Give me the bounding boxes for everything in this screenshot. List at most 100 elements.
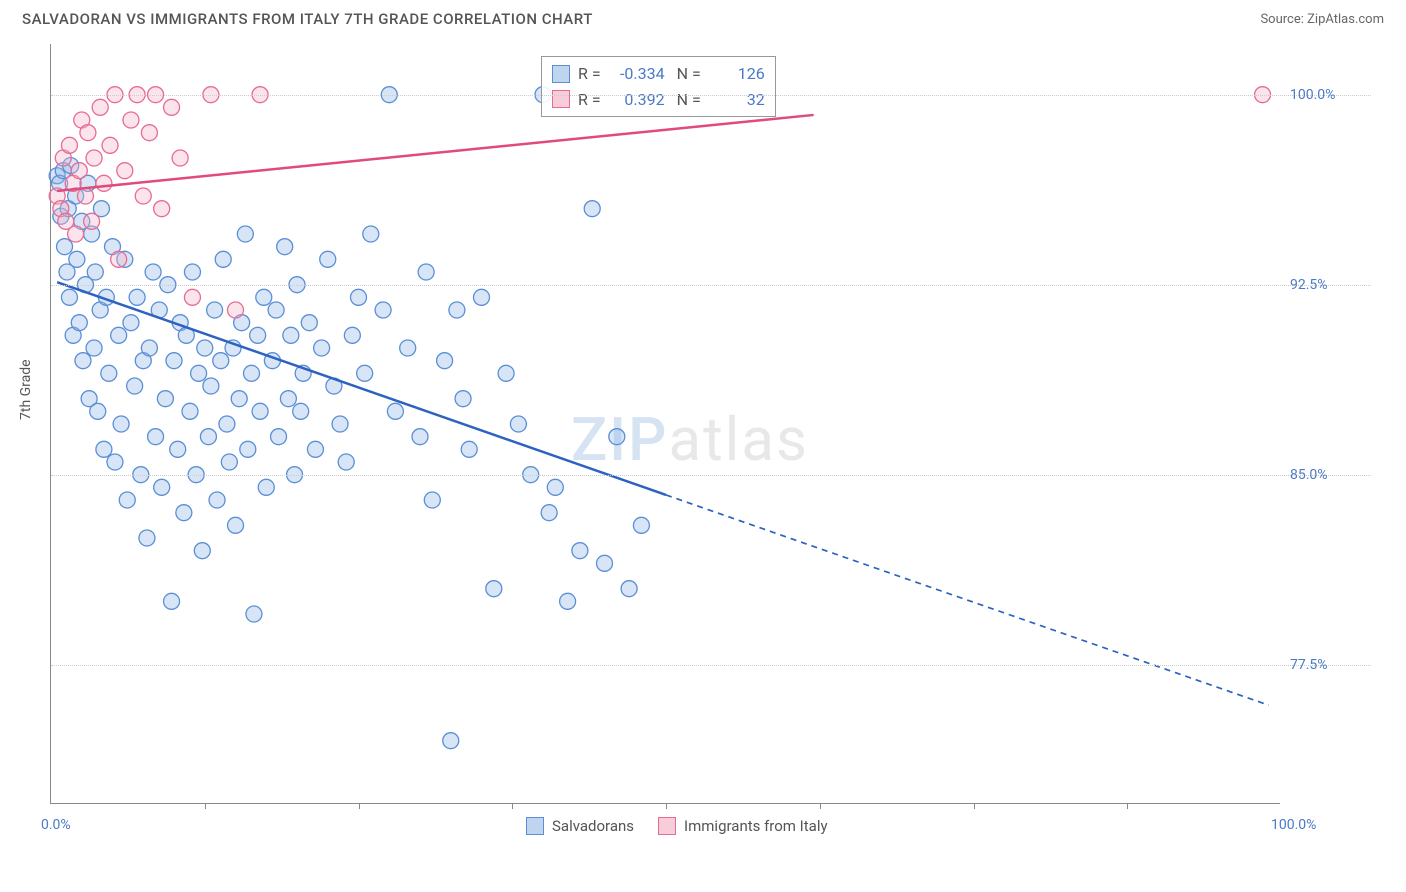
legend-item-1: Immigrants from Italy: [658, 817, 828, 835]
data-point: [135, 188, 151, 204]
data-point: [243, 365, 259, 381]
legend-row-series-0: R = -0.334 N = 126: [552, 61, 765, 87]
data-point: [351, 289, 367, 305]
data-point: [166, 353, 182, 369]
data-point: [92, 99, 108, 115]
data-point: [277, 239, 293, 255]
data-point: [139, 530, 155, 546]
x-tick-label: 0.0%: [41, 817, 71, 833]
x-tick-mark: [974, 803, 975, 809]
data-point: [258, 479, 274, 495]
data-point: [71, 163, 87, 179]
source-link[interactable]: ZipAtlas.com: [1307, 12, 1384, 27]
data-point: [228, 517, 244, 533]
data-point: [219, 416, 235, 432]
data-point: [314, 340, 330, 356]
legend-bottom-swatch-1: [658, 817, 676, 835]
data-point: [96, 175, 112, 191]
data-point: [200, 429, 216, 445]
legend-n-label: N =: [673, 61, 701, 87]
data-point: [68, 226, 84, 242]
data-point: [157, 391, 173, 407]
data-point: [154, 479, 170, 495]
data-point: [107, 454, 123, 470]
data-point: [486, 581, 502, 597]
data-point: [240, 441, 256, 457]
gridline-h: [51, 95, 1371, 96]
data-point: [363, 226, 379, 242]
data-point: [633, 517, 649, 533]
data-point: [400, 340, 416, 356]
x-tick-mark: [666, 803, 667, 809]
data-point: [560, 593, 576, 609]
data-point: [221, 454, 237, 470]
data-point: [228, 302, 244, 318]
y-tick-label: 100.0%: [1290, 87, 1370, 103]
y-tick-label: 92.5%: [1290, 277, 1370, 293]
y-tick-label: 85.0%: [1290, 467, 1370, 483]
data-point: [145, 264, 161, 280]
data-point: [141, 340, 157, 356]
data-point: [111, 251, 127, 267]
legend-bottom-swatch-0: [526, 817, 544, 835]
legend-n-label: N =: [673, 87, 701, 113]
trend-line: [57, 282, 666, 495]
data-point: [69, 251, 85, 267]
data-point: [246, 606, 262, 622]
scatter-svg: [51, 44, 1281, 804]
data-point: [61, 289, 77, 305]
data-point: [119, 492, 135, 508]
data-point: [271, 429, 287, 445]
data-point: [437, 353, 453, 369]
series-legend: Salvadorans Immigrants from Italy: [526, 817, 828, 835]
data-point: [57, 239, 73, 255]
data-point: [455, 391, 471, 407]
legend-swatch-1: [552, 90, 570, 108]
data-point: [176, 505, 192, 521]
data-point: [209, 492, 225, 508]
data-point: [443, 733, 459, 749]
data-point: [117, 163, 133, 179]
data-point: [113, 416, 129, 432]
data-point: [344, 327, 360, 343]
data-point: [182, 403, 198, 419]
data-point: [375, 302, 391, 318]
y-tick-label: 77.5%: [1290, 657, 1370, 673]
legend-row-series-1: R = 0.392 N = 32: [552, 87, 765, 113]
data-point: [307, 441, 323, 457]
data-point: [332, 416, 348, 432]
data-point: [90, 403, 106, 419]
data-point: [424, 492, 440, 508]
chart-header: SALVADORAN VS IMMIGRANTS FROM ITALY 7TH …: [0, 0, 1406, 32]
data-point: [61, 137, 77, 153]
data-point: [86, 340, 102, 356]
data-point: [194, 543, 210, 559]
data-point: [80, 125, 96, 141]
x-tick-label: 100.0%: [1271, 817, 1316, 833]
chart-title: SALVADORAN VS IMMIGRANTS FROM ITALY 7TH …: [22, 10, 593, 28]
legend-bottom-label-0: Salvadorans: [552, 817, 634, 835]
data-point: [191, 365, 207, 381]
data-point: [184, 264, 200, 280]
data-point: [172, 150, 188, 166]
x-tick-mark: [512, 803, 513, 809]
data-point: [203, 378, 219, 394]
data-point: [71, 315, 87, 331]
data-point: [418, 264, 434, 280]
data-point: [164, 593, 180, 609]
data-point: [572, 543, 588, 559]
legend-swatch-0: [552, 65, 570, 83]
data-point: [184, 289, 200, 305]
data-point: [84, 213, 100, 229]
y-axis-label: 7th Grade: [18, 359, 34, 420]
gridline-h: [51, 665, 1371, 666]
data-point: [102, 137, 118, 153]
data-point: [123, 315, 139, 331]
data-point: [597, 555, 613, 571]
data-point: [164, 99, 180, 115]
data-point: [96, 441, 112, 457]
data-point: [338, 454, 354, 470]
source-attribution: Source: ZipAtlas.com: [1260, 12, 1384, 27]
correlation-legend: R = -0.334 N = 126 R = 0.392 N = 32: [541, 56, 776, 117]
legend-r-label: R =: [578, 61, 601, 87]
